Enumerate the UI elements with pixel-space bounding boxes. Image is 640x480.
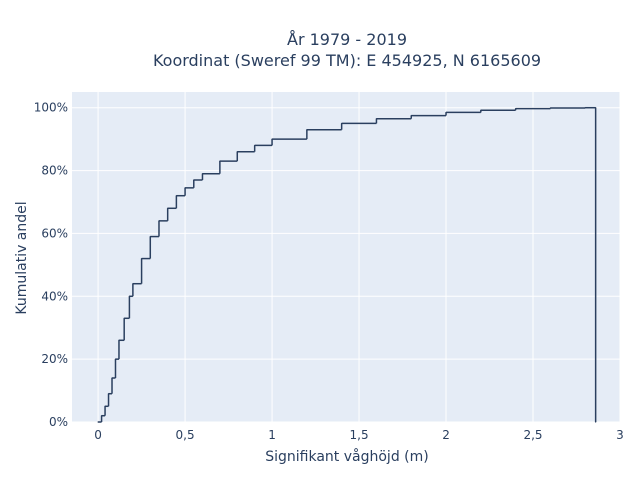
x-tick-label-2: 1	[268, 428, 276, 442]
series-point-0-20	[254, 144, 256, 147]
series-point-0-6	[118, 339, 120, 341]
series-point-0-24	[375, 118, 378, 120]
series-point-0-21	[271, 138, 273, 140]
series-point-0-27	[480, 109, 482, 111]
x-tick-label-5: 2,5	[523, 428, 542, 442]
y-tick-label-5: 100%	[34, 101, 68, 115]
x-tick-label-4: 2	[442, 428, 450, 442]
y-tick-label-3: 60%	[41, 226, 68, 240]
series-point-0-0	[97, 421, 99, 423]
series-point-0-26	[445, 111, 447, 114]
y-axis-label: Kumulativ andel	[14, 201, 30, 314]
series-point-0-14	[175, 195, 177, 197]
series-point-0-29	[549, 107, 552, 109]
series-point-0-10	[140, 257, 143, 260]
series-point-0-16	[193, 179, 195, 181]
series-point-0-3	[107, 393, 110, 395]
series-point-0-15	[184, 187, 186, 189]
series-point-0-7	[123, 317, 125, 319]
series-point-0-5	[114, 358, 117, 360]
series-point-0-18	[219, 160, 221, 162]
chart-title-line-2: Koordinat (Sweref 99 TM): E 454925, N 61…	[153, 51, 541, 70]
x-axis-label: Signifikant våghöjd (m)	[265, 448, 428, 465]
series-point-0-17	[201, 173, 204, 175]
series-point-0-28	[515, 108, 517, 110]
series-point-0-1	[100, 415, 103, 417]
x-tick-label-6: 3	[616, 428, 624, 442]
x-tick-labels: 0 0,5 1 1,5 2 2,5 3	[94, 428, 624, 442]
series-point-0-19	[236, 151, 238, 153]
chart-title-line-1: År 1979 - 2019	[287, 30, 407, 49]
series-point-0-4	[111, 377, 113, 379]
y-tick-label-2: 40%	[41, 289, 68, 303]
x-tick-label-0: 0	[94, 428, 102, 442]
series-point-0-13	[167, 207, 169, 209]
series-point-0-11	[149, 235, 151, 238]
series-point-0-32	[595, 421, 597, 423]
series-point-0-9	[132, 283, 134, 285]
series-layer	[97, 106, 597, 423]
y-tick-label-1: 20%	[41, 352, 68, 366]
series-point-0-22	[306, 129, 308, 131]
y-tick-labels: 0% 20% 40% 60% 80% 100%	[34, 101, 68, 429]
series-point-0-30	[584, 107, 586, 109]
series-point-0-31	[595, 107, 597, 109]
x-tick-label-3: 1,5	[350, 428, 369, 442]
series-point-0-23	[341, 122, 343, 125]
series-point-0-12	[158, 220, 160, 222]
x-tick-label-1: 0,5	[176, 428, 195, 442]
y-tick-label-0: 0%	[49, 415, 68, 429]
y-tick-label-4: 80%	[41, 164, 68, 178]
series-point-0-2	[104, 405, 106, 407]
plot-area	[72, 92, 620, 422]
series-point-0-8	[128, 295, 131, 297]
series-point-0-25	[410, 114, 412, 117]
grid-lines	[72, 92, 621, 423]
